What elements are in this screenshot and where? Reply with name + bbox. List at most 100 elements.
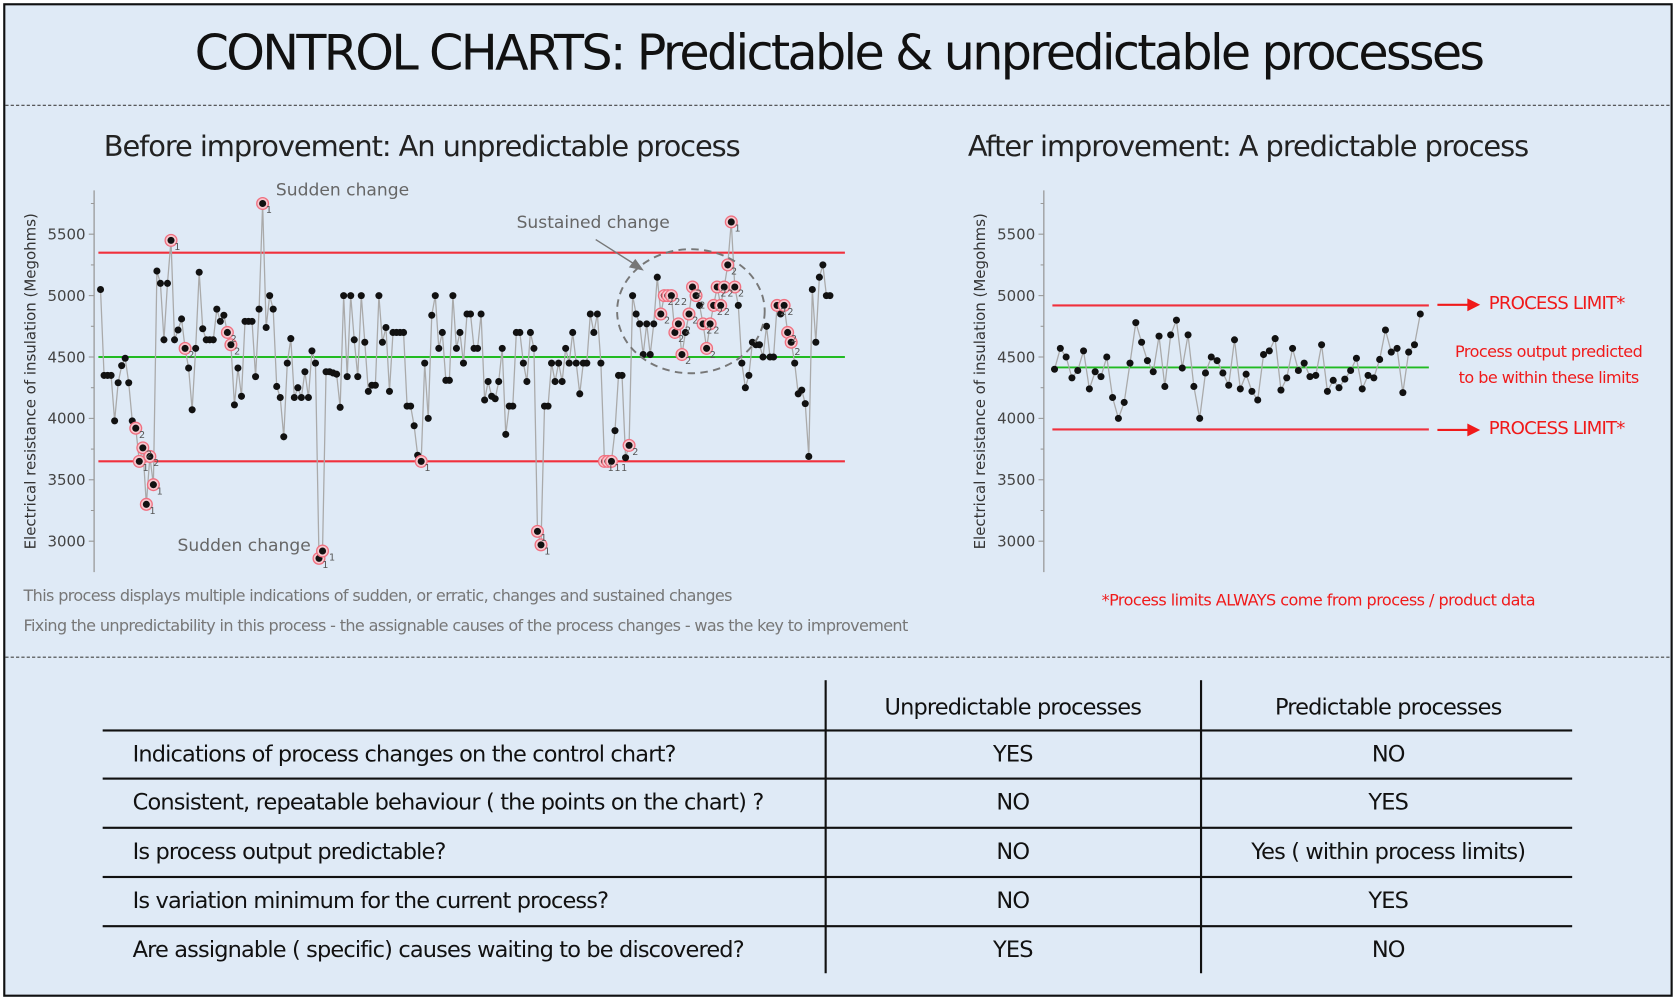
- data-series-line: [99, 203, 830, 559]
- data-point: [318, 547, 327, 555]
- header-predictable: Predictable processes: [1274, 694, 1502, 720]
- rule-label: 1: [174, 242, 180, 253]
- rule-label: 2: [664, 316, 670, 327]
- unpredictable-control-chart: 3000 3500 4000 4500 5000 5500 Electrical resis…: [21, 190, 845, 573]
- rule-label: 2: [787, 307, 793, 318]
- row-question: Is variation minimum for the current pro…: [132, 887, 609, 914]
- y-tick-label: 5500: [997, 226, 1035, 244]
- data-point: [220, 311, 228, 319]
- data-point: [1277, 386, 1285, 394]
- data-point: [696, 301, 704, 309]
- data-point: [417, 457, 425, 465]
- data-point: [1149, 368, 1157, 376]
- rule-label: 2: [685, 325, 691, 336]
- row-question: Consistent, repeatable behaviour ( the p…: [132, 789, 765, 815]
- data-point: [1213, 357, 1221, 365]
- data-point: [805, 452, 813, 460]
- data-point: [622, 454, 630, 462]
- data-point: [213, 305, 221, 313]
- data-point: [565, 359, 573, 367]
- data-point: [354, 373, 362, 381]
- data-point: [688, 283, 697, 291]
- data-point: [671, 328, 679, 336]
- data-point: [382, 324, 390, 332]
- lower-process-limit-label: PROCESS LIMIT*: [1488, 418, 1626, 440]
- y-tick-label: 3000: [47, 533, 85, 551]
- divider: [5, 104, 1670, 106]
- data-point: [132, 424, 140, 432]
- data-point: [808, 285, 816, 294]
- rule-label: 2: [153, 458, 159, 469]
- rule-label: 2: [710, 350, 716, 361]
- rule-label: 1: [424, 463, 430, 474]
- row-predictable-value: Yes ( within process limits): [1251, 838, 1526, 865]
- rule-label: 2: [720, 289, 726, 300]
- data-point: [1190, 382, 1198, 390]
- data-point: [435, 344, 443, 352]
- data-point: [230, 401, 238, 409]
- data-point: [111, 417, 119, 425]
- data-point: [142, 500, 150, 508]
- data-point: [1056, 344, 1064, 352]
- data-point: [798, 386, 806, 394]
- rule-label: 1: [541, 533, 547, 544]
- rule-label: 2: [713, 325, 719, 336]
- predicted-note-line-1: Process output predicted: [1455, 342, 1643, 362]
- data-point: [1050, 365, 1059, 373]
- data-point: [431, 292, 439, 300]
- data-point: [452, 344, 460, 352]
- data-point: [156, 279, 164, 287]
- limit-arrows: [1437, 298, 1481, 437]
- data-point: [1120, 398, 1128, 406]
- data-point: [118, 362, 126, 370]
- rule-label: 2: [674, 297, 680, 308]
- data-point: [551, 378, 559, 386]
- rule-label: 1: [544, 546, 550, 557]
- data-point: [1132, 319, 1140, 327]
- data-point: [371, 381, 379, 389]
- data-point: [456, 328, 464, 336]
- data-point: [636, 320, 644, 328]
- data-point: [121, 354, 129, 362]
- predicted-note-line-2: to be within these limits: [1458, 367, 1640, 388]
- y-tick-label: 4000: [47, 410, 85, 428]
- rule-label: 2: [699, 300, 705, 311]
- data-point: [445, 376, 453, 384]
- data-point: [336, 403, 344, 411]
- data-point: [653, 273, 661, 281]
- data-point: [519, 359, 527, 367]
- row-divider: [102, 826, 1573, 829]
- data-point: [1364, 371, 1372, 379]
- data-point: [555, 359, 563, 367]
- row-predictable-value: YES: [1368, 789, 1409, 815]
- data-point: [269, 305, 277, 313]
- rule-label: 1: [157, 486, 163, 497]
- data-point: [266, 292, 274, 300]
- annotation-sustained-change: Sustained change: [516, 211, 670, 233]
- data-point: [533, 527, 541, 535]
- data-point: [597, 359, 605, 367]
- data-point: [1201, 369, 1210, 377]
- data-point: [135, 457, 143, 465]
- caption-2: Fixing the unpredictability in this proc…: [23, 616, 909, 636]
- page-title: CONTROL CHARTS: Predictable & unpredicta…: [194, 23, 1486, 82]
- annotation-sudden-change-bottom: Sudden change: [177, 534, 311, 556]
- data-point: [569, 328, 577, 336]
- data-point: [727, 218, 735, 226]
- data-point: [526, 328, 534, 336]
- row-question: Are assignable ( specific) causes waitin…: [132, 936, 745, 963]
- y-tick-label: 4000: [997, 410, 1035, 428]
- rule-label: 2: [738, 289, 744, 300]
- data-point: [593, 310, 601, 318]
- row-unpredictable-value: YES: [993, 936, 1033, 963]
- data-point: [114, 379, 122, 387]
- data-point: [812, 338, 820, 346]
- data-point: [407, 402, 415, 410]
- data-point: [791, 359, 799, 367]
- row-divider: [102, 729, 1573, 732]
- data-point: [1323, 387, 1331, 395]
- lower-limit-arrow-icon: [1437, 423, 1481, 437]
- data-point: [167, 236, 175, 244]
- data-point: [1271, 335, 1279, 343]
- data-point: [199, 325, 207, 333]
